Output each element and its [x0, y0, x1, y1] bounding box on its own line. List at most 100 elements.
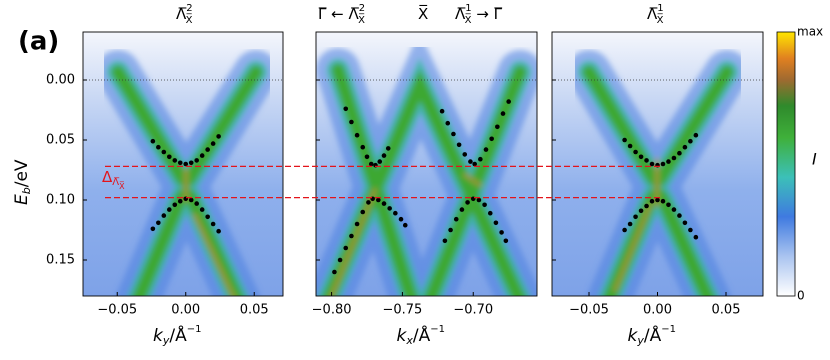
data-point — [377, 159, 383, 164]
data-point — [439, 108, 445, 114]
text-part: 2 — [359, 3, 365, 14]
data-point — [493, 220, 499, 226]
rich-text: kx/Å−1 — [397, 324, 445, 347]
data-point — [349, 119, 354, 125]
data-point — [150, 226, 156, 232]
y-tick-label: 0.15 — [46, 253, 75, 268]
data-point — [622, 227, 627, 233]
data-point — [677, 150, 682, 156]
data-point — [499, 230, 504, 235]
data-point — [156, 144, 161, 150]
text-part: /Å — [644, 324, 662, 346]
text-part: k — [628, 326, 639, 346]
colorbar-min: 0 — [797, 289, 805, 303]
data-point — [627, 221, 633, 227]
data-point — [398, 216, 404, 222]
data-point — [655, 197, 660, 203]
data-point — [503, 238, 509, 244]
y-tick-label: 0.00 — [46, 73, 75, 88]
data-point — [660, 161, 666, 167]
data-point — [376, 197, 381, 203]
data-point — [693, 234, 699, 240]
data-point — [161, 149, 167, 155]
colorbar-label: I — [812, 150, 817, 169]
data-point — [638, 208, 644, 214]
text-part: /eV — [12, 159, 32, 187]
data-point — [349, 233, 354, 239]
text-part: Λ̅ — [176, 5, 187, 23]
data-point — [445, 120, 451, 126]
data-point — [360, 144, 366, 150]
data-point — [456, 142, 462, 148]
y-tick-label: 0.10 — [46, 193, 75, 208]
x-tick-label: −0.05 — [97, 303, 137, 318]
rich-text: ΔΛ̅X̅ — [102, 168, 125, 191]
data-point — [451, 131, 456, 137]
data-point — [194, 158, 199, 163]
rich-text: X̅ — [418, 4, 428, 23]
data-point — [462, 152, 468, 157]
data-point — [472, 161, 477, 167]
x-tick-label: −0.70 — [453, 303, 493, 318]
data-point — [402, 222, 408, 228]
y-tick-label: 0.05 — [46, 133, 75, 148]
plot-frame — [315, 31, 538, 297]
data-point — [194, 201, 199, 206]
data-point — [633, 149, 638, 155]
data-point — [633, 214, 638, 220]
data-point — [622, 137, 627, 143]
data-point — [468, 159, 473, 164]
panel-label: (a) — [18, 27, 59, 57]
text-part: y — [162, 334, 170, 347]
text-part: 1 — [657, 3, 663, 14]
data-point — [666, 159, 671, 164]
data-point — [459, 207, 465, 212]
rich-text: Λ̅1 X̅ — [647, 3, 664, 26]
data-point — [199, 207, 205, 212]
text-part: 2 — [186, 3, 192, 14]
data-point — [177, 160, 183, 166]
text-part: −1 — [430, 324, 445, 335]
rich-text: Eb/eV — [12, 159, 33, 205]
x-tick-label: 0.00 — [643, 303, 672, 318]
data-point — [150, 138, 156, 144]
text-part: 1 — [465, 3, 471, 14]
data-point — [688, 227, 693, 233]
text-part: b — [20, 187, 33, 194]
data-point — [385, 146, 391, 151]
data-point — [478, 156, 483, 162]
data-point — [682, 144, 688, 150]
data-point — [177, 198, 183, 204]
text-part: X̅ — [358, 13, 365, 26]
data-point — [161, 213, 167, 218]
data-point — [360, 209, 366, 215]
rich-text: Λ̅2 X̅ — [176, 3, 193, 26]
x-tick-label: 0.00 — [171, 303, 200, 318]
data-point — [487, 210, 493, 216]
data-point — [366, 200, 371, 205]
x-tick-label: −0.80 — [312, 303, 352, 318]
data-point — [354, 132, 360, 138]
text-part: y — [636, 334, 644, 347]
text-part: /Å — [169, 324, 187, 346]
data-point — [210, 221, 216, 227]
text-part: X̅ — [418, 4, 428, 23]
data-point — [448, 227, 453, 233]
intensity-map — [316, 32, 537, 296]
data-point — [688, 138, 693, 144]
data-point — [644, 158, 649, 163]
data-point — [638, 154, 644, 160]
data-point — [482, 202, 487, 208]
text-part: Λ̅ — [647, 5, 658, 23]
text-part: E — [12, 194, 32, 205]
data-point — [172, 158, 178, 163]
data-point — [693, 132, 699, 138]
text-part: Λ̅ — [455, 5, 466, 23]
data-point — [205, 214, 210, 220]
data-point — [167, 154, 172, 160]
x-tick-label: 0.05 — [240, 303, 269, 318]
data-point — [216, 228, 221, 234]
text-part: /Å — [413, 324, 431, 346]
data-point — [671, 155, 677, 161]
